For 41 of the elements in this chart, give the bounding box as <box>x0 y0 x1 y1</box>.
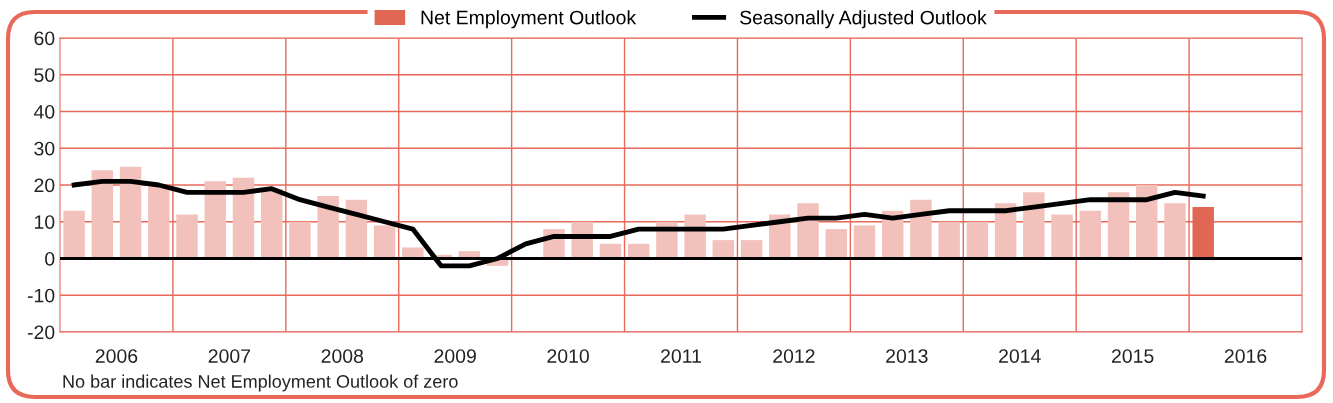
bar <box>373 225 396 259</box>
x-tick-label: 2009 <box>434 349 476 363</box>
y-tick-label: 50 <box>34 68 55 82</box>
y-tick-label: -10 <box>27 288 55 303</box>
bar <box>260 188 283 259</box>
y-tick-label: 0 <box>45 251 55 266</box>
x-tick-label: 2014 <box>999 349 1041 363</box>
bar <box>204 181 226 259</box>
bar <box>148 185 170 259</box>
bar <box>1164 203 1186 259</box>
x-tick-label: 2011 <box>661 349 701 363</box>
bar <box>938 221 960 259</box>
bar <box>63 210 85 259</box>
y-tick-label: 60 <box>34 31 55 46</box>
bar <box>853 225 876 259</box>
x-tick-label: 2012 <box>773 349 815 363</box>
y-tick-label: 20 <box>34 178 55 193</box>
y-tick-label: 40 <box>33 104 55 119</box>
x-tick-label: 2008 <box>321 349 364 363</box>
bar <box>1079 210 1102 259</box>
legend-label: Net Employment Outlook <box>421 10 637 29</box>
x-tick-label: 2016 <box>1224 349 1267 363</box>
y-tick-label: -20 <box>27 325 55 340</box>
bar <box>966 221 989 259</box>
legend-label: Seasonally Adjusted Outlook <box>740 10 987 29</box>
text: No bar indicates Net Employment Outlook of zero <box>63 374 458 392</box>
bar <box>825 229 847 259</box>
x-tick-label: 2013 <box>886 349 928 363</box>
x-tick-label: 2010 <box>547 349 589 363</box>
bar <box>289 221 311 259</box>
bar <box>1023 192 1045 259</box>
x-tick-label: 2006 <box>95 349 138 363</box>
bar <box>91 170 114 259</box>
bar <box>176 214 198 259</box>
bar <box>232 177 255 259</box>
y-tick-label: 10 <box>35 215 55 229</box>
x-tick-label: 2007 <box>208 349 251 363</box>
x-tick-label: 2015 <box>1111 349 1154 363</box>
bar <box>119 166 142 259</box>
y-tick-label: 30 <box>34 141 55 156</box>
bar <box>1051 214 1073 259</box>
